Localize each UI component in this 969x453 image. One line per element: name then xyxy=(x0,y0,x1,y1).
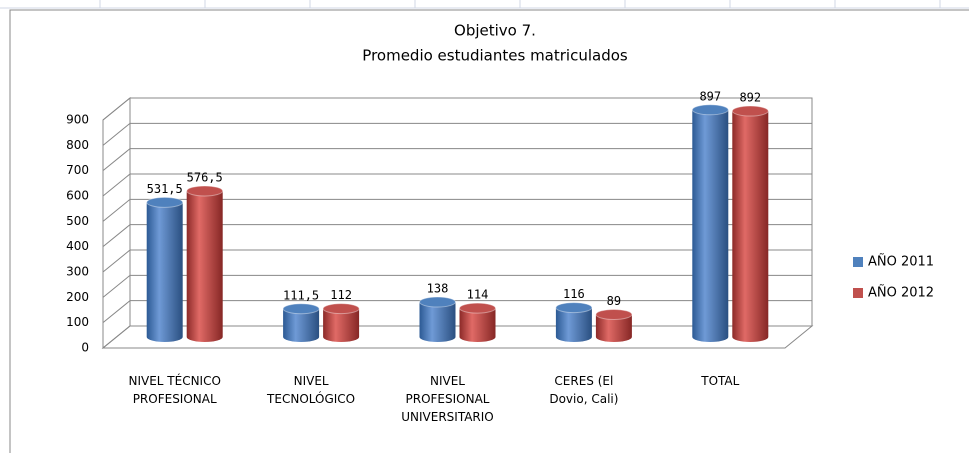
y-tick-label: 400 xyxy=(66,239,89,253)
y-tick-label: 200 xyxy=(66,290,89,304)
x-tick-label: TOTAL xyxy=(701,374,740,388)
bar-top xyxy=(459,302,496,314)
bar-top xyxy=(595,308,633,320)
bar xyxy=(283,308,320,342)
bar-top xyxy=(322,303,360,315)
value-label: 576,5 xyxy=(187,170,223,184)
bar-top xyxy=(731,105,769,117)
y-tick-label: 300 xyxy=(66,265,89,279)
y-tick-label: 500 xyxy=(66,214,89,228)
x-tick-label: NIVEL PROFESIONAL UNIVERSITARIO xyxy=(401,374,494,424)
x-tick-label: NIVEL TÉCNICO PROFESIONAL xyxy=(128,374,221,406)
legend-label: AÑO 2011 xyxy=(868,254,934,270)
grid-line xyxy=(102,224,812,248)
bar-top xyxy=(555,302,593,314)
bar xyxy=(595,314,632,342)
value-label: 116 xyxy=(563,287,585,301)
y-tick-label: 0 xyxy=(81,341,89,355)
bar xyxy=(186,190,223,342)
bar xyxy=(555,307,592,342)
bar xyxy=(146,202,183,342)
grid-line xyxy=(102,97,812,121)
bar-top xyxy=(282,303,320,315)
value-label: 531,5 xyxy=(147,182,183,196)
value-label: 111,5 xyxy=(283,288,319,302)
value-label: 138 xyxy=(427,282,449,296)
value-label: 89 xyxy=(607,294,621,308)
grid-line xyxy=(102,274,812,298)
grid-line xyxy=(102,148,812,172)
value-label: 892 xyxy=(739,91,761,105)
bar xyxy=(419,302,456,342)
y-tick-label: 100 xyxy=(66,315,89,329)
bar-top xyxy=(419,296,456,308)
sheet-lines xyxy=(0,0,969,9)
legend-swatch xyxy=(853,288,863,298)
value-label: 897 xyxy=(699,89,721,103)
bar xyxy=(459,308,496,342)
x-tick-label: NIVEL TECNOLÓGICO xyxy=(267,374,356,406)
chart-subtitle: Promedio estudiantes matriculados xyxy=(362,47,628,65)
y-tick-label: 700 xyxy=(66,163,89,177)
grid-line xyxy=(102,122,812,146)
y-tick-label: 900 xyxy=(66,113,89,127)
bar xyxy=(692,109,729,342)
grid-line xyxy=(102,198,812,222)
side-wall xyxy=(102,96,131,350)
bar xyxy=(732,111,769,342)
y-tick-label: 600 xyxy=(66,189,89,203)
chart-title: Objetivo 7. xyxy=(454,22,536,40)
bar-top xyxy=(146,196,184,208)
legend-label: AÑO 2012 xyxy=(868,285,934,301)
bar-top xyxy=(186,185,224,197)
y-tick-label: 800 xyxy=(66,138,89,152)
grid-line xyxy=(102,173,812,197)
value-label: 114 xyxy=(467,288,489,302)
bar-top xyxy=(691,104,729,116)
x-tick-label: CERES (El Dovio, Cali) xyxy=(549,374,619,406)
legend-swatch xyxy=(853,257,863,267)
grid-line xyxy=(102,249,812,273)
bar xyxy=(323,308,360,342)
value-label: 112 xyxy=(330,288,352,302)
grid-line xyxy=(102,300,812,324)
